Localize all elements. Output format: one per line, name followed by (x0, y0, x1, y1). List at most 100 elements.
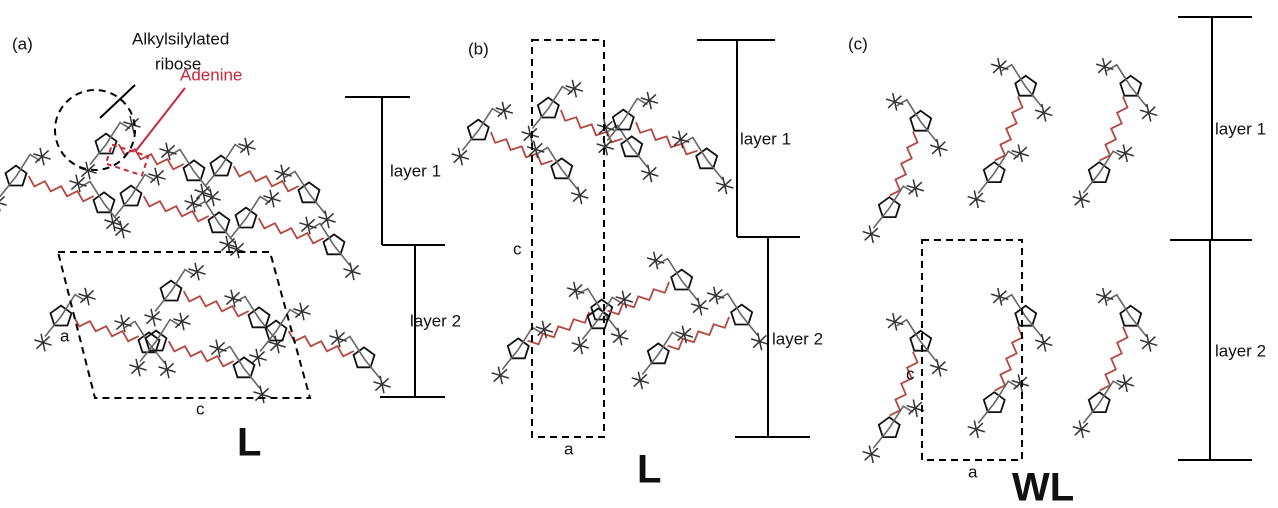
molecule-part (454, 150, 467, 162)
molecule-part (649, 254, 662, 266)
molecule-part (888, 316, 901, 328)
molecule-part (1075, 193, 1088, 205)
molecule-part (211, 342, 224, 354)
molecule-part (345, 265, 358, 277)
molecule-part (932, 142, 945, 154)
layer-label: layer 1 (740, 129, 791, 148)
axis-label: c (196, 399, 205, 418)
molecule-part (613, 330, 626, 342)
molecule-part (1119, 147, 1132, 159)
molecule-part (932, 362, 945, 374)
panel-label: (a) (12, 34, 33, 53)
molecule-part (375, 378, 388, 390)
molecule-part (993, 291, 1006, 303)
molecule-part (150, 170, 163, 182)
molecule-part (190, 265, 203, 277)
molecule-part (169, 341, 234, 366)
molecule-part (643, 167, 656, 179)
molecule-part (909, 402, 922, 414)
molecule-part (160, 363, 173, 375)
molecule-part (125, 118, 138, 130)
molecule-part (561, 110, 623, 142)
unit-cell (532, 40, 604, 437)
molecule-part (131, 361, 144, 373)
scale-bar (1170, 17, 1252, 460)
molecule-part (574, 339, 587, 351)
molecule-part (301, 219, 314, 231)
molecule-part (970, 423, 983, 435)
molecule-part (1037, 107, 1050, 119)
unit-cell (922, 240, 1022, 460)
molecule-part (1098, 61, 1111, 73)
molecule-part (276, 167, 289, 179)
molecule-part (636, 122, 698, 154)
lattice-label: L (637, 448, 661, 492)
molecule-part (0, 196, 5, 208)
molecule-part (106, 216, 119, 228)
layer-label: layer 2 (772, 329, 823, 348)
molecule-part (1142, 107, 1155, 119)
molecule-part (718, 179, 731, 191)
molecule-part (1119, 377, 1132, 389)
molecule-part (599, 140, 612, 152)
molecule-part (259, 218, 324, 243)
molecule-part (573, 189, 586, 201)
molecule-part (240, 140, 253, 152)
molecule-part (1142, 337, 1155, 349)
annotation: Alkylsilylated (132, 29, 229, 48)
molecule-part (709, 289, 722, 301)
molecule-part (569, 284, 582, 296)
molecule-part (608, 282, 670, 314)
molecule-part (295, 305, 308, 317)
molecule-part (634, 374, 647, 386)
scale-bar (697, 40, 810, 437)
molecule-part (36, 336, 49, 348)
molecule-part (909, 182, 922, 194)
molecule-part (186, 197, 199, 209)
figure: (a) Alkylsilylated ribose Adenine layer … (0, 0, 1278, 508)
lattice-label: L (237, 421, 261, 465)
molecule-part (226, 292, 239, 304)
axis-label: c (906, 364, 915, 383)
molecule-part (161, 145, 174, 157)
axis-label: c (513, 239, 522, 258)
molecule-part (865, 448, 878, 460)
molecule-part (753, 335, 766, 347)
molecule-part (1098, 291, 1111, 303)
molecule-part (115, 223, 128, 235)
layer-label: layer 2 (1215, 341, 1266, 360)
pointer (135, 88, 185, 152)
molecule-part (35, 150, 48, 162)
molecule-part (1075, 423, 1088, 435)
molecule-part (116, 317, 129, 329)
molecule-part (498, 104, 511, 116)
molecule-part (175, 315, 188, 327)
molecule-part (80, 290, 93, 302)
molecule-part (668, 317, 730, 349)
lattice-label: WL (1012, 466, 1074, 508)
molecule-part (184, 291, 249, 316)
molecule-part (1014, 377, 1027, 389)
molecule-part (865, 228, 878, 240)
molecule-part (29, 176, 94, 201)
molecule-part (144, 196, 209, 221)
molecule-part (119, 144, 184, 169)
molecule-part (74, 316, 139, 341)
molecule-part (524, 128, 537, 140)
molecule-part (71, 177, 84, 189)
panel-label: (b) (468, 39, 489, 58)
layer-label: layer 1 (1215, 119, 1266, 138)
annotation: Adenine (180, 65, 242, 84)
molecule-part (528, 312, 590, 344)
axis-label: a (564, 439, 574, 458)
molecule-part (643, 94, 656, 106)
molecule-part (265, 192, 278, 204)
axis-label: a (968, 462, 978, 481)
molecule-part (888, 96, 901, 108)
molecule-part (693, 300, 706, 312)
molecule-part (1037, 337, 1050, 349)
molecules (0, 58, 1157, 463)
molecule-part (146, 311, 159, 323)
pointer (100, 85, 135, 118)
molecule-part (1014, 147, 1027, 159)
